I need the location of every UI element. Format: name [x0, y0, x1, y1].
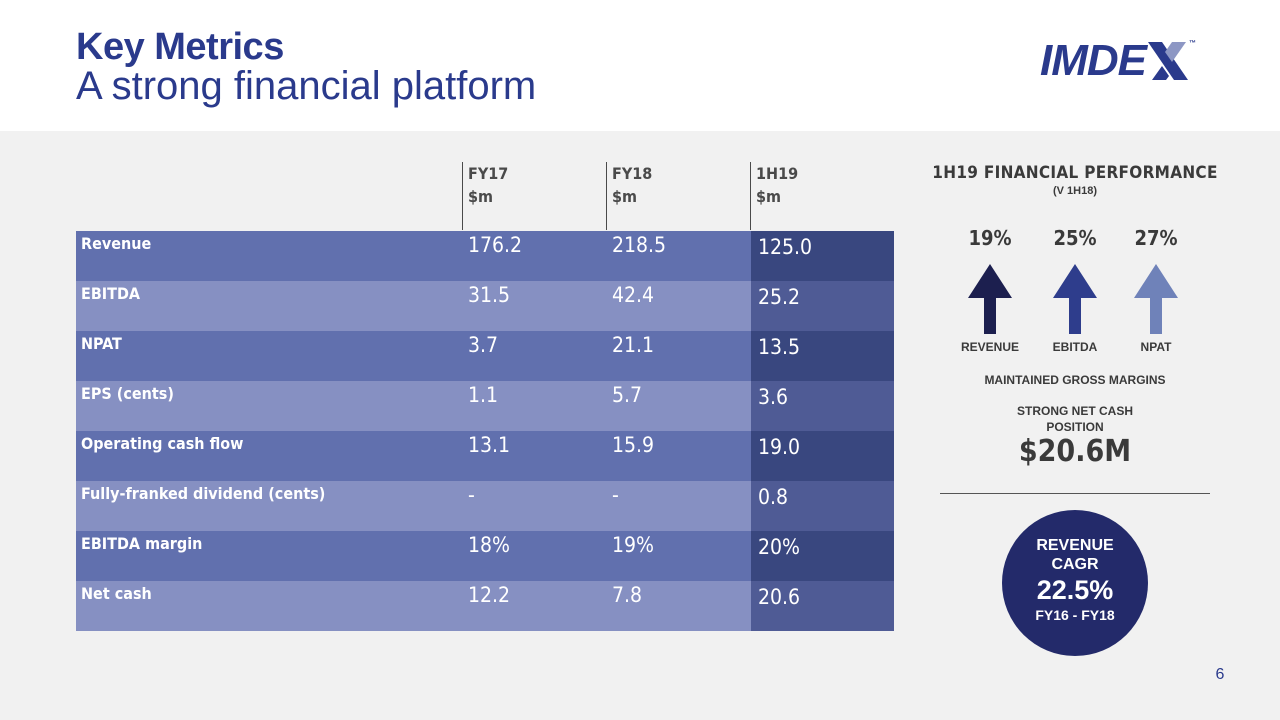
- cell-fy17: 1.1: [468, 383, 499, 407]
- row-label: Net cash: [81, 584, 152, 603]
- up-arrow-icon: [1053, 264, 1097, 334]
- metric-label: NPAT: [1140, 340, 1172, 354]
- imdex-logo: IMDE ™: [1040, 38, 1196, 84]
- cell-fy18: 7.8: [612, 583, 643, 607]
- page-number: 6: [1215, 666, 1225, 683]
- gross-margins-note: MAINTAINED GROSS MARGINS: [984, 373, 1166, 387]
- performance-title: 1H19 FINANCIAL PERFORMANCE: [932, 163, 1218, 183]
- table-row: Revenue 176.2 218.5 125.0: [76, 231, 894, 281]
- performance-subtitle: (V 1H18): [1052, 185, 1098, 197]
- net-cash-value: $20.6M: [1018, 434, 1132, 469]
- cell-1h19: 20%: [758, 535, 800, 559]
- table-row: Net cash 12.2 7.8 20.6: [76, 581, 894, 631]
- revenue-cagr-badge: REVENUE CAGR 22.5% FY16 - FY18: [1002, 510, 1148, 656]
- cagr-label-line1: REVENUE: [1036, 537, 1114, 554]
- slide-header: Key Metrics A strong financial platform …: [0, 0, 1280, 131]
- cell-fy17: 12.2: [468, 583, 511, 607]
- metric-percent: 27%: [1134, 226, 1178, 250]
- cell-fy18: 42.4: [612, 283, 655, 307]
- cell-fy18: 21.1: [612, 333, 655, 357]
- net-cash-note: STRONG NET CASH POSITION: [920, 403, 1230, 435]
- table-row: Fully-franked dividend (cents) - - 0.8: [76, 481, 894, 531]
- column-header-fy18: FY18 $m: [606, 162, 652, 230]
- row-label: EBITDA: [81, 284, 141, 303]
- cagr-period: FY16 - FY18: [1035, 607, 1115, 623]
- row-label: NPAT: [81, 334, 122, 353]
- cell-fy18: 19%: [612, 533, 654, 557]
- table-row: EBITDA margin 18% 19% 20%: [76, 531, 894, 581]
- cell-fy17: 13.1: [468, 433, 511, 457]
- key-metrics-table: Revenue 176.2 218.5 125.0 EBITDA 31.5 42…: [76, 231, 894, 631]
- cell-fy18: 5.7: [612, 383, 643, 407]
- highlight-cell: [751, 331, 894, 381]
- metric-revenue: 19% REVENUE: [950, 226, 1030, 354]
- up-arrow-icon: [1134, 264, 1178, 334]
- cagr-value: 22.5%: [1036, 575, 1114, 605]
- cell-fy17: 31.5: [468, 283, 511, 307]
- slide-title: Key Metrics: [76, 26, 284, 68]
- highlight-cell: [751, 531, 894, 581]
- logo-x-mark: [1148, 38, 1188, 84]
- cell-fy18: -: [612, 483, 619, 507]
- cell-fy17: 176.2: [468, 233, 523, 257]
- column-header-unit: $m: [756, 187, 782, 206]
- cell-1h19: 3.6: [758, 385, 789, 409]
- net-cash-note-line2: POSITION: [1046, 420, 1104, 434]
- row-label: EPS (cents): [81, 384, 174, 403]
- cell-1h19: 125.0: [758, 235, 813, 259]
- cell-fy17: 3.7: [468, 333, 499, 357]
- cell-fy17: -: [468, 483, 475, 507]
- cell-1h19: 20.6: [758, 585, 801, 609]
- highlight-cell: [751, 281, 894, 331]
- highlight-cell: [751, 381, 894, 431]
- cell-1h19: 19.0: [758, 435, 801, 459]
- row-label: Revenue: [81, 234, 152, 253]
- highlight-cell: [751, 481, 894, 531]
- metric-label: EBITDA: [1052, 340, 1098, 354]
- table-row: NPAT 3.7 21.1 13.5: [76, 331, 894, 381]
- logo-trademark: ™: [1189, 40, 1196, 47]
- cell-fy17: 18%: [468, 533, 510, 557]
- metric-percent: 19%: [968, 226, 1012, 250]
- logo-text: IMDE: [1040, 36, 1147, 85]
- row-label: EBITDA margin: [81, 534, 203, 553]
- cell-1h19: 13.5: [758, 335, 801, 359]
- metric-ebitda: 25% EBITDA: [1035, 226, 1115, 354]
- cagr-label: REVENUE CAGR: [1002, 536, 1148, 574]
- row-label: Fully-franked dividend (cents): [81, 484, 326, 503]
- metric-percent: 25%: [1053, 226, 1097, 250]
- divider: [940, 493, 1210, 494]
- column-header-label: FY17: [468, 164, 509, 183]
- table-row: EBITDA 31.5 42.4 25.2: [76, 281, 894, 331]
- column-header-label: 1H19: [756, 164, 799, 183]
- table-row: EPS (cents) 1.1 5.7 3.6: [76, 381, 894, 431]
- highlight-cell: [751, 581, 894, 631]
- highlight-cell: [751, 431, 894, 481]
- column-header-unit: $m: [612, 187, 638, 206]
- column-header-unit: $m: [468, 187, 494, 206]
- highlight-cell: [751, 231, 894, 281]
- cagr-label-line2: CAGR: [1051, 556, 1099, 573]
- metric-npat: 27% NPAT: [1116, 226, 1196, 354]
- table-row: Operating cash flow 13.1 15.9 19.0: [76, 431, 894, 481]
- column-header-1h19: 1H19 $m: [750, 162, 798, 230]
- metric-label: REVENUE: [960, 340, 1019, 354]
- column-header-label: FY18: [612, 164, 653, 183]
- cell-1h19: 25.2: [758, 285, 801, 309]
- up-arrow-icon: [968, 264, 1012, 334]
- row-label: Operating cash flow: [81, 434, 244, 453]
- cell-fy18: 218.5: [612, 233, 667, 257]
- cell-1h19: 0.8: [758, 485, 789, 509]
- cell-fy18: 15.9: [612, 433, 655, 457]
- net-cash-note-line1: STRONG NET CASH: [1016, 404, 1133, 418]
- column-header-fy17: FY17 $m: [462, 162, 508, 230]
- slide-subtitle: A strong financial platform: [76, 64, 537, 108]
